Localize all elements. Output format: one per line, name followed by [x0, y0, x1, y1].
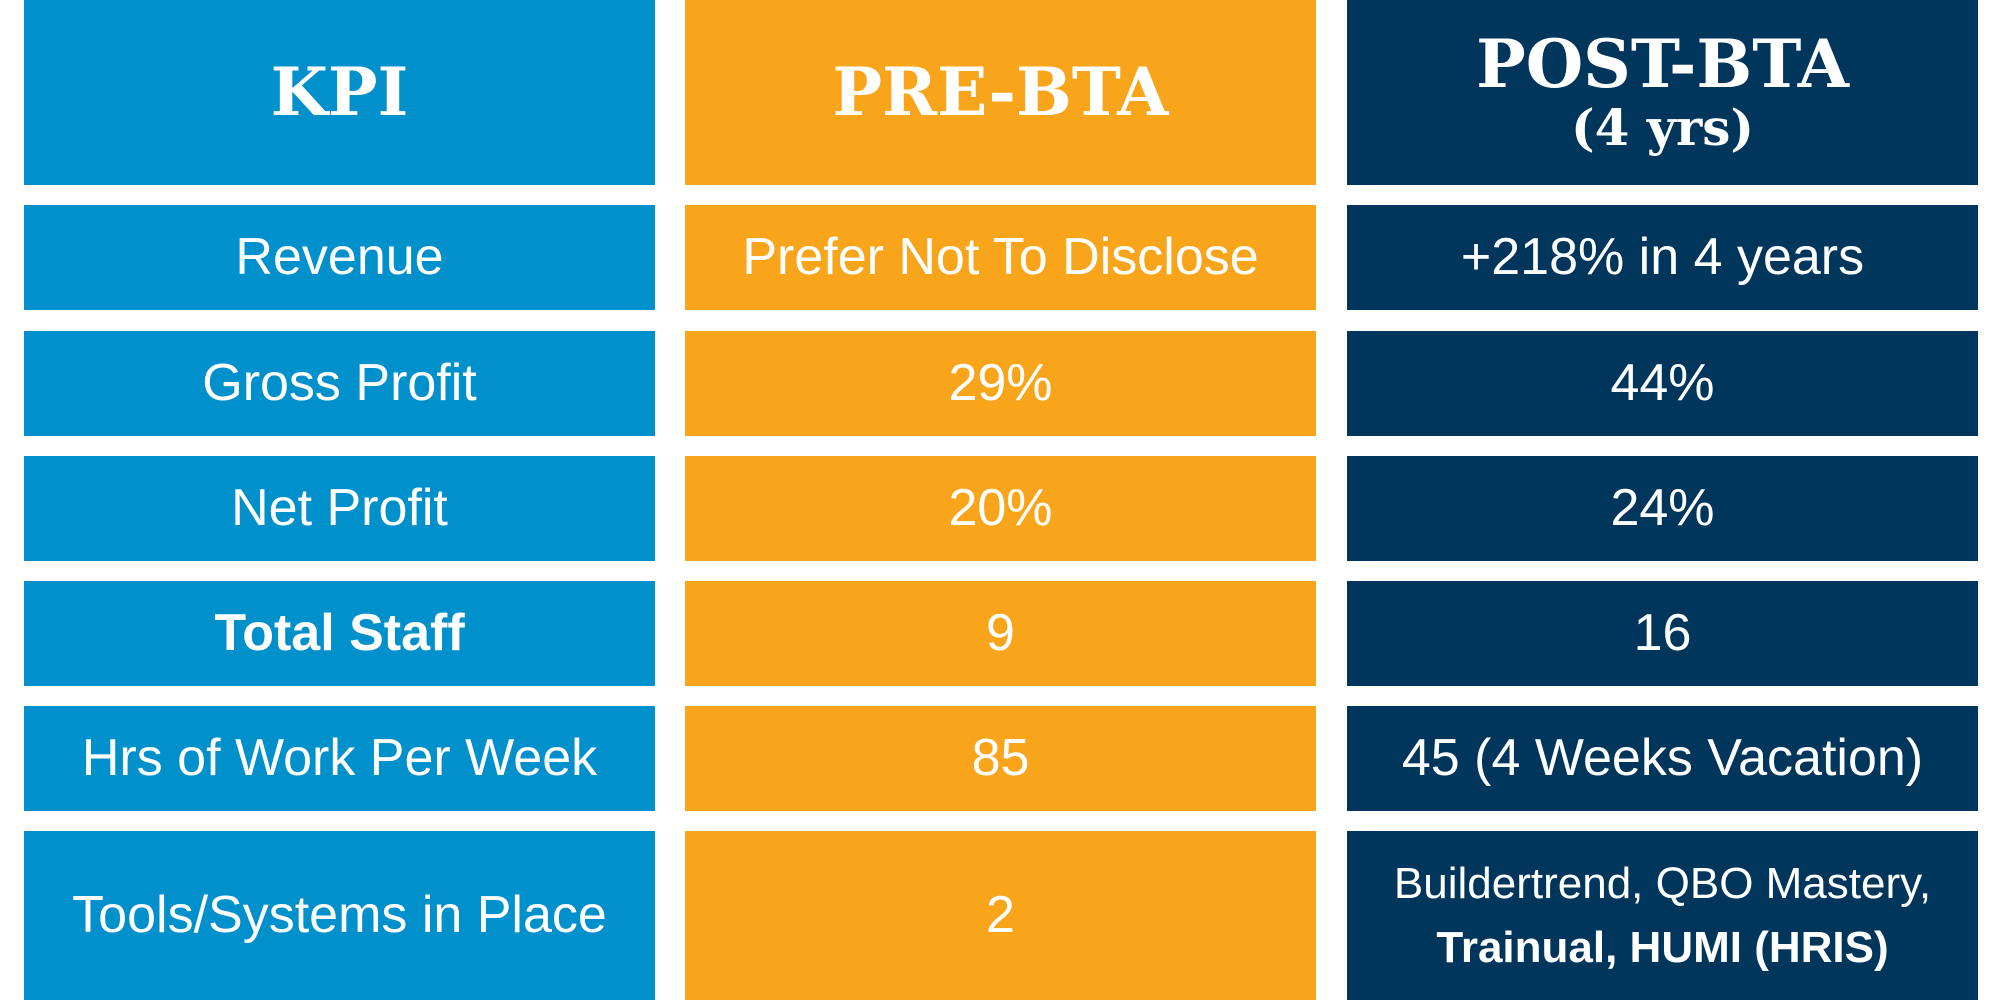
post-bta-value-line2: Trainual, HUMI (HRIS) — [1436, 922, 1889, 972]
table-cell-pre-bta: Prefer Not To Disclose — [685, 205, 1316, 310]
table-cell-kpi: Tools/Systems in Place — [24, 831, 655, 1000]
header-kpi: KPI — [24, 0, 655, 185]
header-post-bta-subtitle: (4 yrs) — [1570, 97, 1755, 157]
table-cell-post-bta: 16 — [1347, 581, 1978, 686]
pre-bta-value: 29% — [948, 354, 1053, 412]
post-bta-value: 16 — [1633, 604, 1692, 662]
table-cell-pre-bta: 29% — [685, 331, 1316, 436]
kpi-label: Revenue — [235, 228, 444, 286]
table-cell-pre-bta: 9 — [685, 581, 1316, 686]
table-cell-kpi: Total Staff — [24, 581, 655, 686]
kpi-label: Gross Profit — [202, 354, 477, 412]
post-bta-value: 24% — [1610, 479, 1715, 537]
header-post-bta: POST-BTA (4 yrs) — [1347, 0, 1978, 185]
pre-bta-value: 9 — [986, 604, 1015, 662]
kpi-label: Net Profit — [231, 479, 448, 537]
post-bta-value: +218% in 4 years — [1460, 228, 1865, 286]
table-cell-post-bta: +218% in 4 years — [1347, 205, 1978, 310]
pre-bta-value: Prefer Not To Disclose — [742, 228, 1259, 286]
header-pre-bta: PRE-BTA — [685, 0, 1316, 185]
table-cell-kpi: Revenue — [24, 205, 655, 310]
header-post-bta-title: POST-BTA — [1476, 25, 1849, 104]
table-cell-pre-bta: 85 — [685, 706, 1316, 811]
kpi-label: Hrs of Work Per Week — [81, 729, 598, 787]
table-cell-post-bta: 44% — [1347, 331, 1978, 436]
table-cell-kpi: Hrs of Work Per Week — [24, 706, 655, 811]
post-bta-value: 45 (4 Weeks Vacation) — [1401, 729, 1924, 787]
table-cell-pre-bta: 20% — [685, 456, 1316, 561]
table-cell-kpi: Gross Profit — [24, 331, 655, 436]
pre-bta-value: 2 — [986, 886, 1015, 944]
pre-bta-value: 85 — [971, 729, 1030, 787]
post-bta-value-line1: Buildertrend, QBO Mastery, — [1393, 858, 1932, 908]
table-cell-post-bta: 45 (4 Weeks Vacation) — [1347, 706, 1978, 811]
post-bta-value: 44% — [1610, 354, 1715, 412]
table-cell-kpi: Net Profit — [24, 456, 655, 561]
kpi-label: Total Staff — [214, 604, 465, 662]
table-cell-post-bta: 24% — [1347, 456, 1978, 561]
header-pre-bta-title: PRE-BTA — [832, 52, 1169, 131]
table-cell-post-bta: Buildertrend, QBO Mastery, Trainual, HUM… — [1347, 831, 1978, 1000]
pre-bta-value: 20% — [948, 479, 1053, 537]
header-kpi-title: KPI — [270, 52, 409, 131]
kpi-label: Tools/Systems in Place — [72, 886, 607, 944]
table-cell-pre-bta: 2 — [685, 831, 1316, 1000]
